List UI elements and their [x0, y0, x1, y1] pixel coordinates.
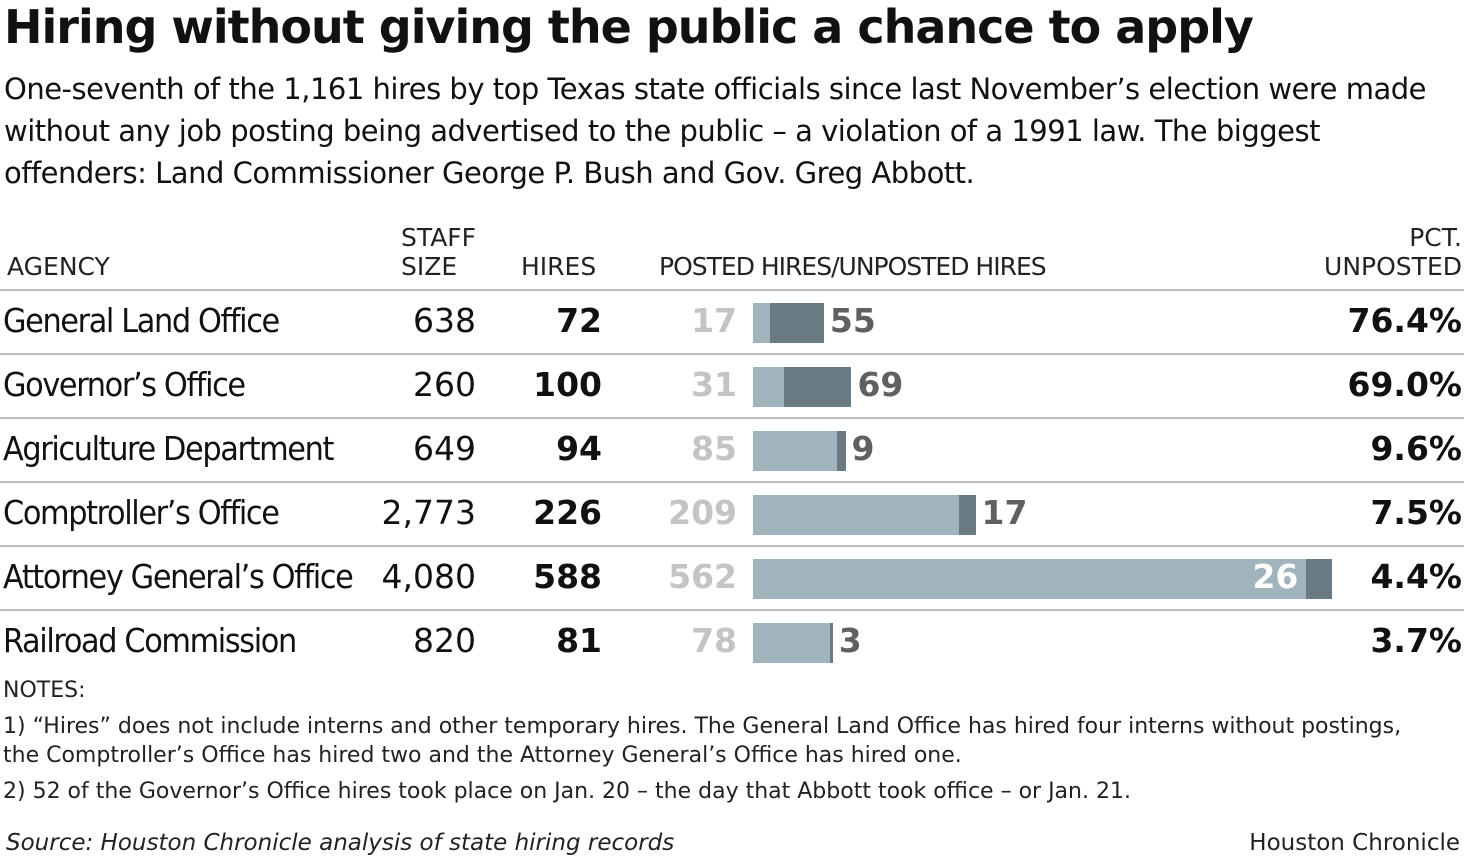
header-staff-1: STAFF	[401, 223, 477, 252]
pct-unposted: 69.0%	[1347, 365, 1463, 404]
unposted-label: 17	[981, 493, 1028, 532]
posted-label: 562	[668, 557, 737, 596]
posted-label: 17	[691, 301, 737, 340]
notes-heading: NOTES:	[3, 678, 86, 703]
header-pct-1: PCT.	[1409, 223, 1462, 252]
notes: NOTES: 1) “Hires” does not include inter…	[3, 676, 1443, 813]
agency-name: Governor’s Office	[3, 365, 246, 404]
staff-size: 820	[413, 621, 476, 660]
staff-size: 4,080	[381, 557, 476, 596]
unposted-label: 69	[857, 365, 904, 404]
note-2: 2) 52 of the Governor’s Office hires too…	[3, 779, 1131, 804]
agency-name: Railroad Commission	[3, 621, 297, 660]
chart-subtitle: One-seventh of the 1,161 hires by top Te…	[4, 72, 1427, 190]
hires-bar	[753, 559, 1332, 599]
posted-bar-segment	[753, 559, 1307, 599]
hires-bar	[753, 623, 833, 663]
table-row: Comptroller’s Office 2,773 226 209 7.5% 17	[0, 481, 1464, 545]
table-row: Attorney General’s Office 4,080 588 562 4.4%…	[0, 545, 1464, 609]
hires-count: 94	[556, 429, 602, 468]
table-body: General Land Office 638 72 17 76.4% 55 Governo…	[0, 289, 1464, 673]
note-1: 1) “Hires” does not include interns and …	[3, 714, 1402, 768]
hires-count: 81	[556, 621, 602, 660]
posted-bar-segment	[753, 495, 959, 535]
pct-unposted: 3.7%	[1370, 621, 1462, 660]
agency-name: General Land Office	[3, 301, 280, 340]
header-pct-2: UNPOSTED	[1324, 252, 1462, 281]
agency-name: Agriculture Department	[3, 429, 334, 468]
hires-count: 72	[556, 301, 602, 340]
posted-bar-segment	[753, 431, 837, 471]
staff-size: 649	[413, 429, 476, 468]
unposted-bar-segment	[783, 367, 852, 407]
staff-size: 260	[413, 365, 476, 404]
agency-name: Attorney General’s Office	[3, 557, 354, 596]
posted-bar-segment	[753, 367, 784, 407]
posted-bar-segment	[753, 623, 830, 663]
pct-unposted: 7.5%	[1370, 493, 1462, 532]
credit: Houston Chronicle	[1249, 830, 1460, 856]
pct-unposted: 4.4%	[1370, 557, 1462, 596]
posted-bar-segment	[753, 303, 770, 343]
unposted-bar-segment	[836, 431, 846, 471]
unposted-bar-segment	[829, 623, 833, 663]
posted-label: 209	[668, 493, 737, 532]
header-hires: HIRES	[521, 252, 597, 281]
unposted-label: 3	[838, 621, 862, 660]
hires-bar	[753, 495, 976, 535]
hires-bar	[753, 367, 852, 407]
header-agency: AGENCY	[7, 252, 110, 281]
source: Source: Houston Chronicle analysis of st…	[6, 830, 675, 856]
table-row: General Land Office 638 72 17 76.4% 55	[0, 289, 1464, 353]
unposted-bar-segment	[769, 303, 824, 343]
posted-label: 31	[691, 365, 737, 404]
posted-label: 78	[691, 621, 737, 660]
header-staff-2: SIZE	[401, 252, 458, 281]
staff-size: 638	[413, 301, 476, 340]
pct-unposted: 9.6%	[1370, 429, 1462, 468]
chart-title: Hiring without giving the public a chanc…	[4, 0, 1254, 54]
hires-bar	[753, 431, 846, 471]
unposted-label: 55	[829, 301, 876, 340]
unposted-label: 26	[1252, 557, 1299, 596]
hires-count: 226	[533, 493, 602, 532]
unposted-label: 9	[851, 429, 875, 468]
hires-count: 588	[533, 557, 602, 596]
hires-count: 100	[533, 365, 602, 404]
table-row: Governor’s Office 260 100 31 69.0% 69	[0, 353, 1464, 417]
pct-unposted: 76.4%	[1347, 301, 1463, 340]
table-row: Agriculture Department 649 94 85 9.6% 9	[0, 417, 1464, 481]
posted-label: 85	[691, 429, 737, 468]
table-row: Railroad Commission 820 81 78 3.7% 3	[0, 609, 1464, 673]
unposted-bar-segment	[1306, 559, 1332, 599]
agency-name: Comptroller’s Office	[3, 493, 280, 532]
unposted-bar-segment	[958, 495, 976, 535]
header-bars: POSTED HIRES/UNPOSTED HIRES	[659, 252, 1047, 281]
hires-bar	[753, 303, 824, 343]
staff-size: 2,773	[381, 493, 476, 532]
